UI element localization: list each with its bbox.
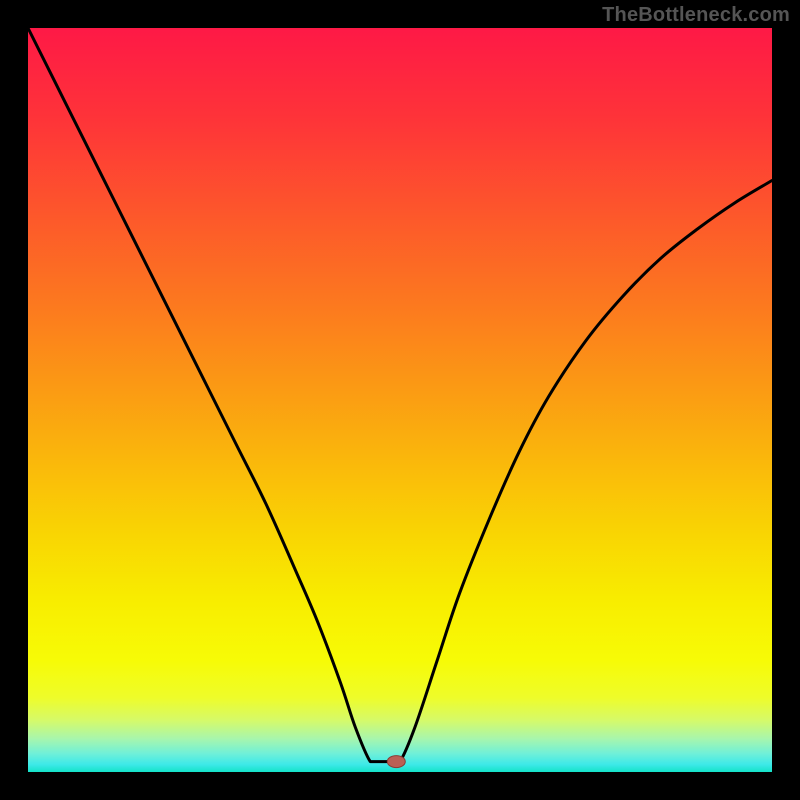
plot-area: [28, 28, 772, 772]
watermark-text: TheBottleneck.com: [602, 4, 790, 27]
chart-frame: TheBottleneck.com: [0, 0, 800, 800]
optimal-marker: [387, 756, 405, 768]
bottleneck-chart: [0, 0, 800, 800]
